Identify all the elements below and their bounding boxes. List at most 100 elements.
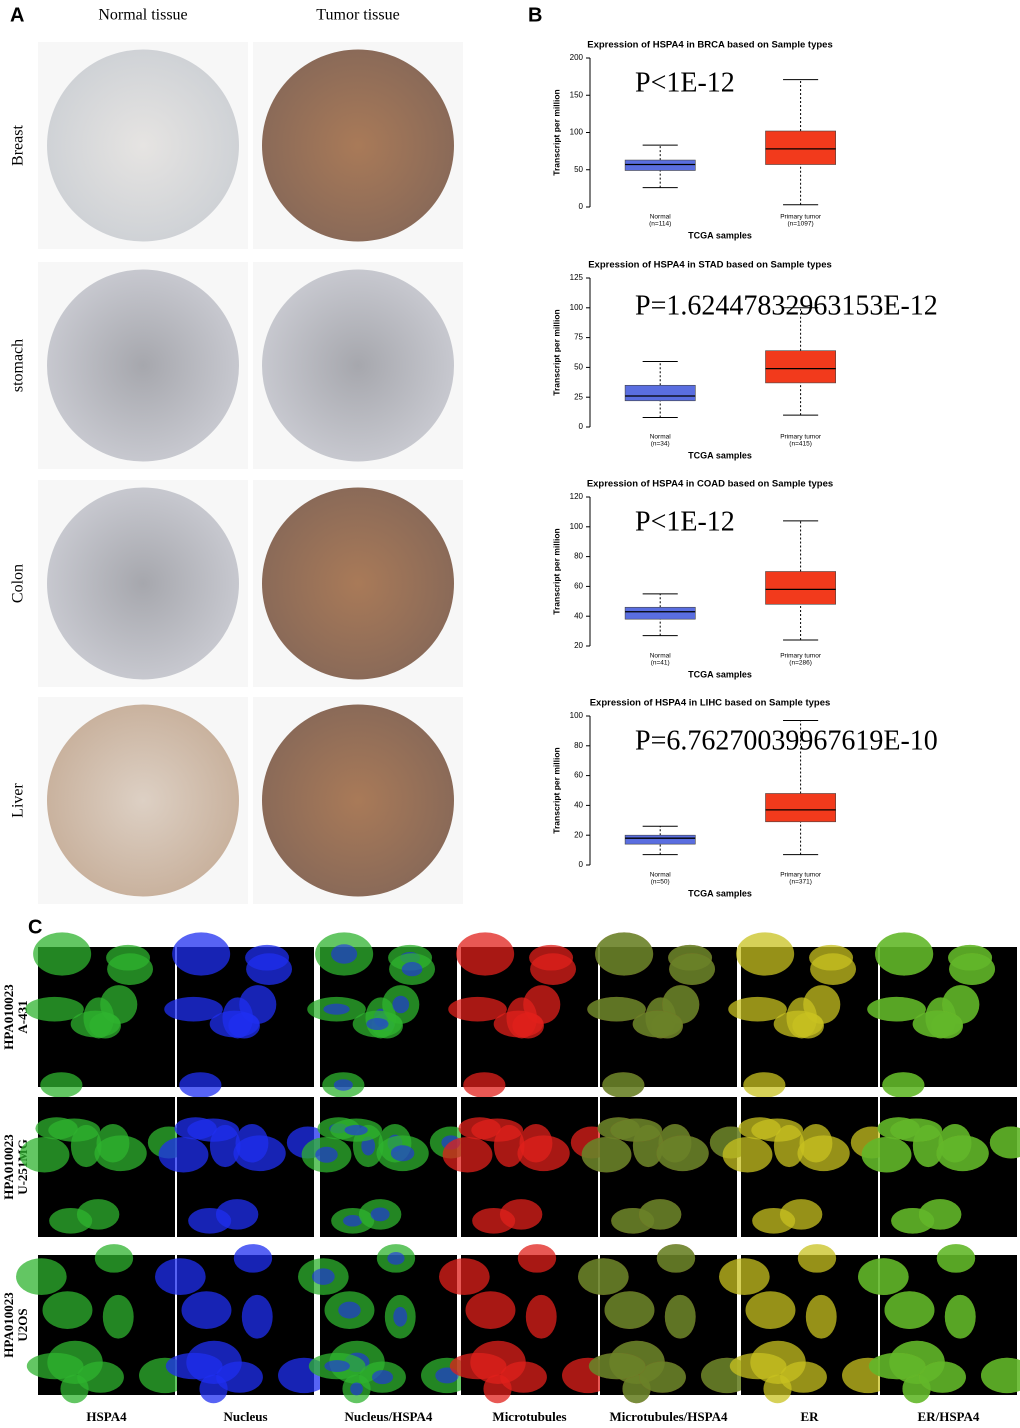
cell [530,953,577,985]
cell [42,1291,93,1329]
cell [323,1003,350,1015]
cell [371,1370,394,1385]
x-tick-note: (n=415) [789,441,812,448]
y-tick-label: 100 [570,128,584,137]
cell [604,1291,655,1329]
x-tick-label: Normal [650,653,672,660]
cell [350,1382,363,1396]
cell [656,1244,696,1273]
cell [392,995,410,1014]
cell [209,1010,260,1038]
cell [912,1010,963,1038]
column-header: Normal tissue [98,7,187,24]
cell [94,1135,147,1172]
cell [311,1268,335,1285]
cell [465,1291,516,1329]
cell [797,1135,850,1172]
x-tick-note: (n=41) [651,660,670,667]
x-tick-label: Normal [650,434,672,441]
cell [890,1118,943,1142]
row-label: Colon [10,564,27,603]
y-tick-label: 60 [574,771,583,780]
x-tick-note: (n=1097) [787,221,813,228]
y-tick-label: 40 [574,801,583,810]
y-tick-label: 50 [574,363,583,372]
cell [780,1361,827,1393]
cell [315,1146,338,1163]
cell [324,1360,350,1372]
x-tick-note: (n=286) [789,660,812,667]
x-tick-label: Primary tumor [780,653,822,660]
y-tick-label: 80 [574,552,583,561]
column-label: Microtubules/HSPA4 [610,1409,728,1424]
y-tick-label: 50 [574,165,583,174]
cell [26,1352,84,1380]
cell [610,1118,663,1142]
chart-title: Expression of HSPA4 in LIHC based on Sam… [590,698,831,709]
x-axis-label: TCGA samples [688,450,752,460]
y-tick-label: 100 [570,522,584,531]
panel-label: C [28,916,42,938]
cell [70,1010,121,1038]
y-tick-label: 100 [570,711,584,720]
column-label: Nucleus [223,1409,267,1424]
cell [233,1244,273,1273]
cell [246,953,293,985]
x-tick-label: Primary tumor [780,872,822,879]
cell [33,932,92,976]
x-axis-label: TCGA samples [688,888,752,898]
cell [471,1118,524,1142]
cell [745,1291,796,1329]
y-axis-label: Transcript per million [551,309,561,395]
y-axis-label: Transcript per million [551,89,561,175]
cell [25,996,84,1022]
cell [179,1072,222,1098]
cell [215,1199,259,1230]
tissue-core [47,704,239,897]
cell [343,1215,363,1227]
cell [751,1118,804,1142]
box [624,606,696,620]
p-value: P<1E-12 [635,506,735,537]
chart-title: Expression of HSPA4 in STAD based on Sam… [588,260,832,271]
cell [442,1136,493,1173]
y-tick-label: 125 [570,273,584,282]
cell [187,1118,240,1142]
cell [338,1301,361,1319]
cell [773,1010,824,1038]
y-tick-label: 100 [570,303,584,312]
cell [743,1072,786,1098]
box [624,159,696,171]
cell [669,953,716,985]
column-label: HSPA4 [86,1409,127,1424]
cell [370,1207,390,1222]
box [765,571,836,605]
x-tick-label: Primary tumor [780,214,822,221]
cell [48,1118,101,1142]
y-tick-label: 0 [579,202,584,211]
cell [172,932,231,976]
cell [602,1072,645,1098]
cell [736,932,795,976]
row-label: Liver [10,783,27,818]
cell [500,1361,547,1393]
cell [40,1072,83,1098]
cell [233,1135,286,1172]
cell [981,1357,1020,1394]
y-tick-label: 80 [574,741,583,750]
column-label: Microtubules [492,1409,566,1424]
y-tick-label: 20 [574,641,583,650]
panel-label: B [528,4,542,26]
x-tick-label: Normal [650,214,672,221]
cell [656,1135,709,1172]
cell [158,1136,209,1173]
cell [638,1199,682,1230]
cell [102,1294,134,1339]
cell [517,1244,557,1273]
cell [387,1251,405,1265]
tissue-core [47,49,239,242]
cell [361,1136,376,1156]
column-label: ER [800,1409,819,1424]
cell [936,1244,976,1273]
